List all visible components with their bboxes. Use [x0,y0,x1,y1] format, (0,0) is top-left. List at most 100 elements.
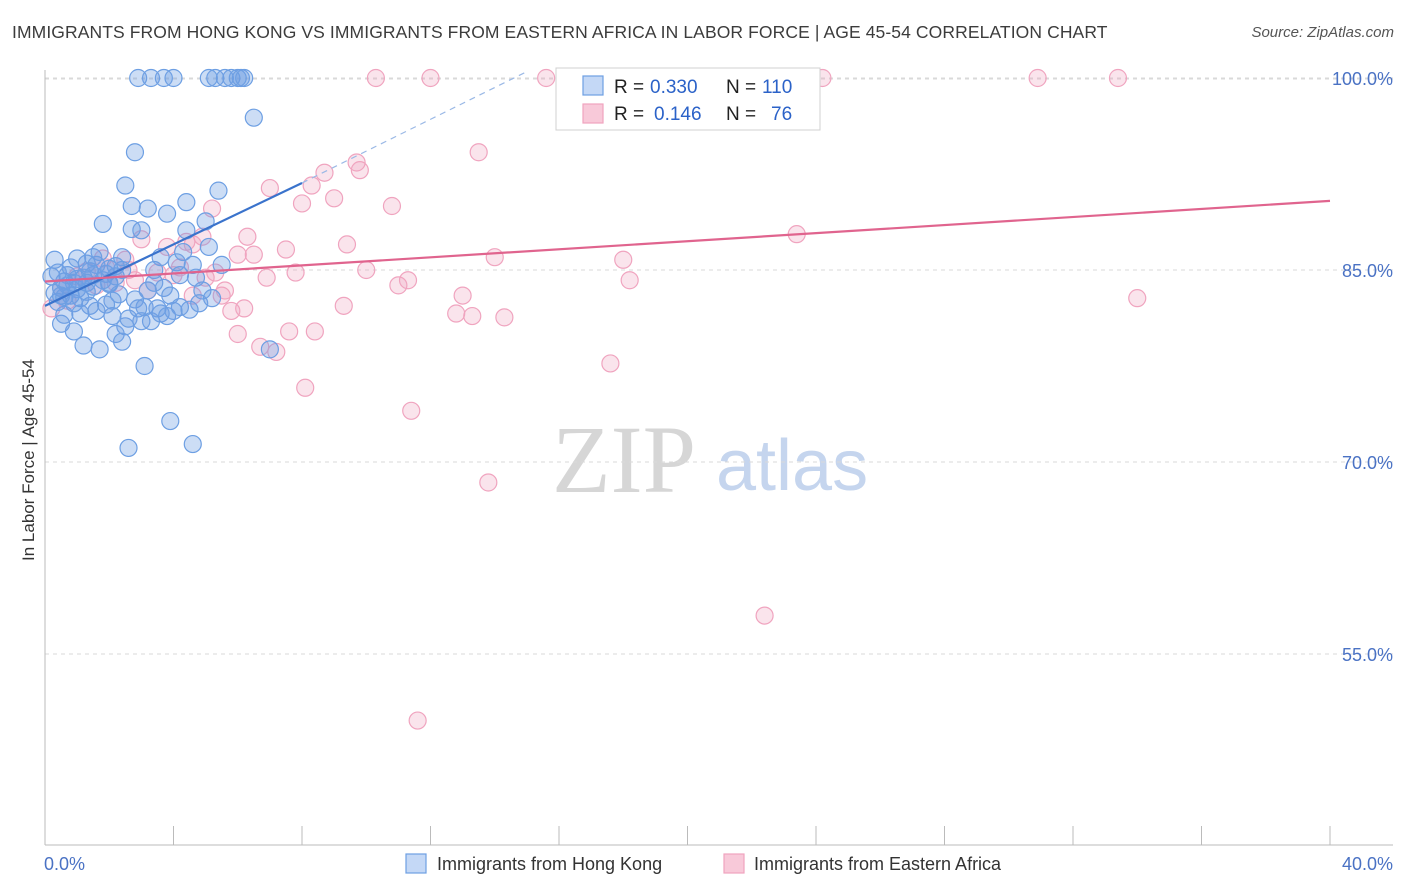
hong-kong-point-16 [68,249,87,268]
legend-n-label-2: N = [726,104,756,125]
hong-kong-point-82 [193,281,212,300]
eastern-africa-point-46 [357,260,376,280]
eastern-africa-point-39 [305,322,324,341]
hong-kong-point-103 [199,68,218,88]
eastern-africa-point-26 [228,245,247,264]
bottom-legend-swatch-hong-kong [405,853,427,874]
hong-kong-point-100 [112,248,132,267]
eastern-africa-point-43 [337,235,357,254]
eastern-africa-point-25 [228,324,247,344]
eastern-africa-point-70 [1108,68,1128,88]
axes [44,70,1393,846]
hong-kong-point-87 [209,181,228,200]
eastern-africa-point-33 [276,240,296,259]
eastern-africa-point-36 [292,194,312,213]
eastern-africa-point-47 [366,68,385,88]
y-tick-labels: 55.0% 70.0% 85.0% 100.0% [1332,69,1393,665]
bottom-legend-label-hong-kong: Immigrants from Hong Kong [437,854,662,874]
eastern-africa-point-56 [463,306,482,326]
hong-kong-point-30 [90,340,109,359]
hong-kong-point-47 [122,219,141,239]
hong-kong-trend-line [44,181,303,307]
hong-kong-point-48 [122,196,141,216]
trend-lines [44,71,1331,307]
eastern-africa-point-58 [479,473,498,492]
legend-r-value-2: 0.146 [654,104,702,125]
hong-kong-point-76 [177,193,196,212]
legend-swatch-hong-kong [582,75,604,96]
eastern-africa-point-42 [334,296,353,315]
hong-kong-point-74 [174,242,193,262]
eastern-africa-point-40 [315,163,334,182]
bottom-legend-swatch-eastern-africa [723,853,745,874]
eastern-africa-point-61 [537,68,556,88]
hong-kong-point-53 [132,221,151,240]
eastern-africa-point-55 [453,286,472,305]
hong-kong-point-29 [90,242,109,262]
y-tick-label-100: 100.0% [1332,69,1393,89]
eastern-africa-point-27 [238,227,257,246]
eastern-africa-point-57 [469,143,488,162]
eastern-africa-point-31 [260,178,279,198]
eastern-africa-point-66 [755,606,774,625]
hong-kong-point-102 [154,68,173,88]
hong-kong-point-32 [93,214,112,234]
eastern-africa-point-35 [286,263,305,282]
hong-kong-point-84 [199,237,218,257]
eastern-africa-point-50 [398,271,418,290]
legend-n-value-1: 110 [762,77,792,98]
eastern-africa-point-28 [244,245,263,264]
hong-kong-point-108 [129,299,148,318]
hong-kong-point-28 [87,301,106,321]
y-axis-label: In Labor Force | Age 45-54 [19,359,38,561]
hong-kong-point-58 [141,68,161,88]
eastern-africa-point-45 [350,161,369,180]
eastern-africa-point-52 [408,711,427,730]
series-hong-kong-points [42,68,279,458]
hong-kong-point-68 [161,411,180,431]
legend-r-label-1: R = [614,77,644,98]
legend-r-value-1: 0.330 [650,77,698,98]
eastern-africa-point-71 [1128,289,1147,308]
gridlines [45,77,1393,655]
watermark-atlas: atlas [716,426,868,506]
eastern-africa-point-64 [614,250,633,269]
hong-kong-point-51 [129,68,148,88]
y-tick-label-70: 70.0% [1342,453,1393,473]
hong-kong-point-94 [244,108,263,127]
hong-kong-point-43 [116,176,135,195]
series-eastern-africa-points [42,68,1147,730]
legend-n-value-2: 76 [771,104,792,125]
hong-kong-point-86 [206,68,225,88]
hong-kong-point-79 [183,434,202,454]
eastern-africa-point-63 [601,354,620,373]
legend-r-label-2: R = [614,104,644,125]
eastern-africa-point-60 [495,308,514,327]
hong-kong-trend-extension [301,71,528,184]
hong-kong-point-90 [222,68,241,88]
eastern-africa-point-59 [485,248,504,267]
eastern-africa-trend-line [44,199,1331,283]
legend-n-label-1: N = [726,77,756,98]
hong-kong-point-69 [164,68,183,88]
eastern-africa-point-48 [382,196,402,216]
eastern-africa-point-30 [257,268,276,287]
eastern-africa-point-54 [447,304,466,323]
eastern-africa-point-41 [325,189,344,208]
eastern-africa-point-65 [620,271,639,290]
eastern-africa-point-75 [235,299,254,318]
legend-swatch-eastern-africa [582,103,604,124]
series-legend: Immigrants from Hong Kong Immigrants fro… [405,853,1002,874]
hong-kong-point-77 [180,300,199,319]
hong-kong-point-89 [215,68,234,88]
hong-kong-point-96 [55,305,74,324]
hong-kong-point-93 [235,68,254,88]
hong-kong-point-66 [157,204,177,223]
stats-legend: R = 0.330 N = 110 R = 0.146 N = 76 [555,67,821,131]
eastern-africa-point-51 [402,401,421,420]
hong-kong-point-95 [260,340,279,359]
source-label: Source: ZipAtlas.com [1251,24,1394,41]
hong-kong-point-57 [138,199,157,218]
hong-kong-point-109 [145,273,164,292]
